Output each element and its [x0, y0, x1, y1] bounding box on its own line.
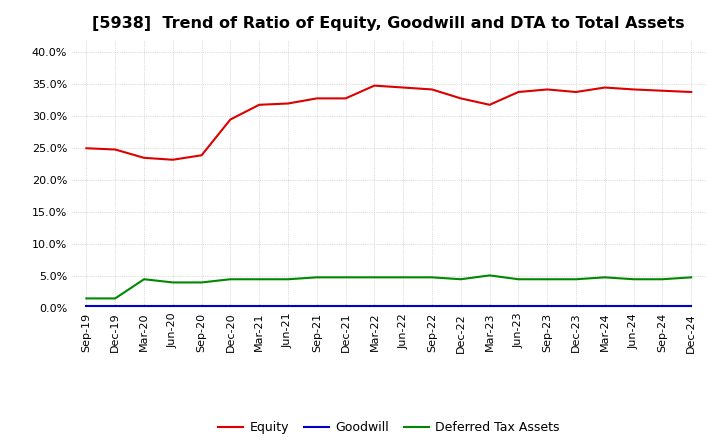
Equity	[197, 153, 206, 158]
Goodwill	[312, 304, 321, 309]
Deferred Tax Assets	[226, 277, 235, 282]
Deferred Tax Assets	[111, 296, 120, 301]
Deferred Tax Assets	[514, 277, 523, 282]
Goodwill	[370, 304, 379, 309]
Goodwill	[514, 304, 523, 309]
Equity	[543, 87, 552, 92]
Goodwill	[456, 304, 465, 309]
Goodwill	[140, 304, 148, 309]
Equity	[399, 85, 408, 90]
Goodwill	[284, 304, 292, 309]
Deferred Tax Assets	[572, 277, 580, 282]
Goodwill	[197, 304, 206, 309]
Deferred Tax Assets	[543, 277, 552, 282]
Goodwill	[399, 304, 408, 309]
Goodwill	[82, 304, 91, 309]
Legend: Equity, Goodwill, Deferred Tax Assets: Equity, Goodwill, Deferred Tax Assets	[213, 416, 564, 439]
Deferred Tax Assets	[370, 275, 379, 280]
Goodwill	[629, 304, 638, 309]
Deferred Tax Assets	[255, 277, 264, 282]
Line: Equity: Equity	[86, 86, 691, 160]
Equity	[312, 96, 321, 101]
Deferred Tax Assets	[629, 277, 638, 282]
Deferred Tax Assets	[197, 280, 206, 285]
Equity	[82, 146, 91, 151]
Equity	[255, 102, 264, 107]
Goodwill	[572, 304, 580, 309]
Equity	[687, 89, 696, 95]
Equity	[140, 155, 148, 161]
Deferred Tax Assets	[140, 277, 148, 282]
Equity	[226, 117, 235, 122]
Equity	[658, 88, 667, 93]
Deferred Tax Assets	[658, 277, 667, 282]
Equity	[284, 101, 292, 106]
Equity	[629, 87, 638, 92]
Goodwill	[658, 304, 667, 309]
Goodwill	[600, 304, 609, 309]
Deferred Tax Assets	[312, 275, 321, 280]
Goodwill	[168, 304, 177, 309]
Goodwill	[255, 304, 264, 309]
Title: [5938]  Trend of Ratio of Equity, Goodwill and DTA to Total Assets: [5938] Trend of Ratio of Equity, Goodwil…	[92, 16, 685, 32]
Deferred Tax Assets	[600, 275, 609, 280]
Equity	[456, 96, 465, 101]
Equity	[370, 83, 379, 88]
Equity	[341, 96, 350, 101]
Deferred Tax Assets	[284, 277, 292, 282]
Goodwill	[111, 304, 120, 309]
Equity	[514, 89, 523, 95]
Goodwill	[341, 304, 350, 309]
Equity	[485, 102, 494, 107]
Deferred Tax Assets	[687, 275, 696, 280]
Deferred Tax Assets	[456, 277, 465, 282]
Deferred Tax Assets	[168, 280, 177, 285]
Deferred Tax Assets	[428, 275, 436, 280]
Goodwill	[428, 304, 436, 309]
Goodwill	[226, 304, 235, 309]
Equity	[600, 85, 609, 90]
Equity	[111, 147, 120, 152]
Deferred Tax Assets	[82, 296, 91, 301]
Deferred Tax Assets	[341, 275, 350, 280]
Line: Deferred Tax Assets: Deferred Tax Assets	[86, 275, 691, 298]
Deferred Tax Assets	[399, 275, 408, 280]
Equity	[168, 157, 177, 162]
Goodwill	[485, 304, 494, 309]
Deferred Tax Assets	[485, 273, 494, 278]
Equity	[572, 89, 580, 95]
Equity	[428, 87, 436, 92]
Goodwill	[543, 304, 552, 309]
Goodwill	[687, 304, 696, 309]
